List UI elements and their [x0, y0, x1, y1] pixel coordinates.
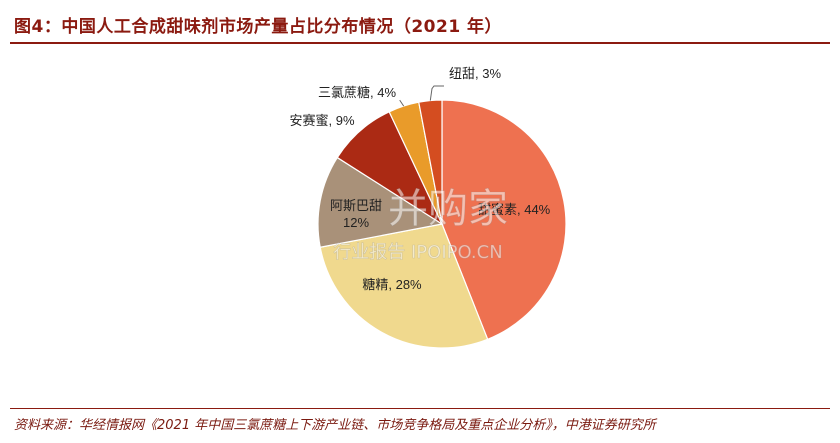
slice-label-6: 纽甜, 3%	[449, 66, 501, 81]
source-note: 资料来源：华经情报网《2021 年中国三氯蔗糖上下游产业链、市场竞争格局及重点企…	[14, 418, 656, 433]
slice-label-4: 安赛蜜, 9%	[289, 113, 354, 128]
slice-label-5: 三氯蔗糖, 4%	[318, 85, 396, 100]
pie-slice-3	[317, 156, 444, 248]
figure-title: 图4：中国人工合成甜味剂市场产量占比分布情况（2021 年）	[14, 17, 503, 37]
pie-slice-1	[441, 99, 567, 341]
pie-slice-2	[319, 223, 489, 349]
watermark: 并购家 行业报告 IPOIPO.CN	[333, 186, 508, 264]
leader-line-5	[399, 99, 405, 107]
slice-label-1: 甜蜜素, 44%	[478, 202, 551, 217]
slice-label-3: 阿斯巴甜 12%	[330, 198, 382, 230]
watermark-sub-text: 行业报告 IPOIPO.CN	[333, 242, 502, 263]
watermark-main-text: 并购家	[388, 186, 508, 232]
title-rule	[10, 42, 830, 44]
leader-line-6	[429, 85, 444, 101]
pie-slices	[317, 99, 567, 349]
slice-label-2: 糖精, 28%	[362, 277, 422, 292]
data-labels: 甜蜜素, 44% 糖精, 28% 阿斯巴甜 12% 安赛蜜, 9% 三氯蔗糖, 4% 纽甜,…	[289, 66, 550, 292]
source-rule	[10, 408, 830, 409]
leader-lines	[399, 85, 444, 107]
